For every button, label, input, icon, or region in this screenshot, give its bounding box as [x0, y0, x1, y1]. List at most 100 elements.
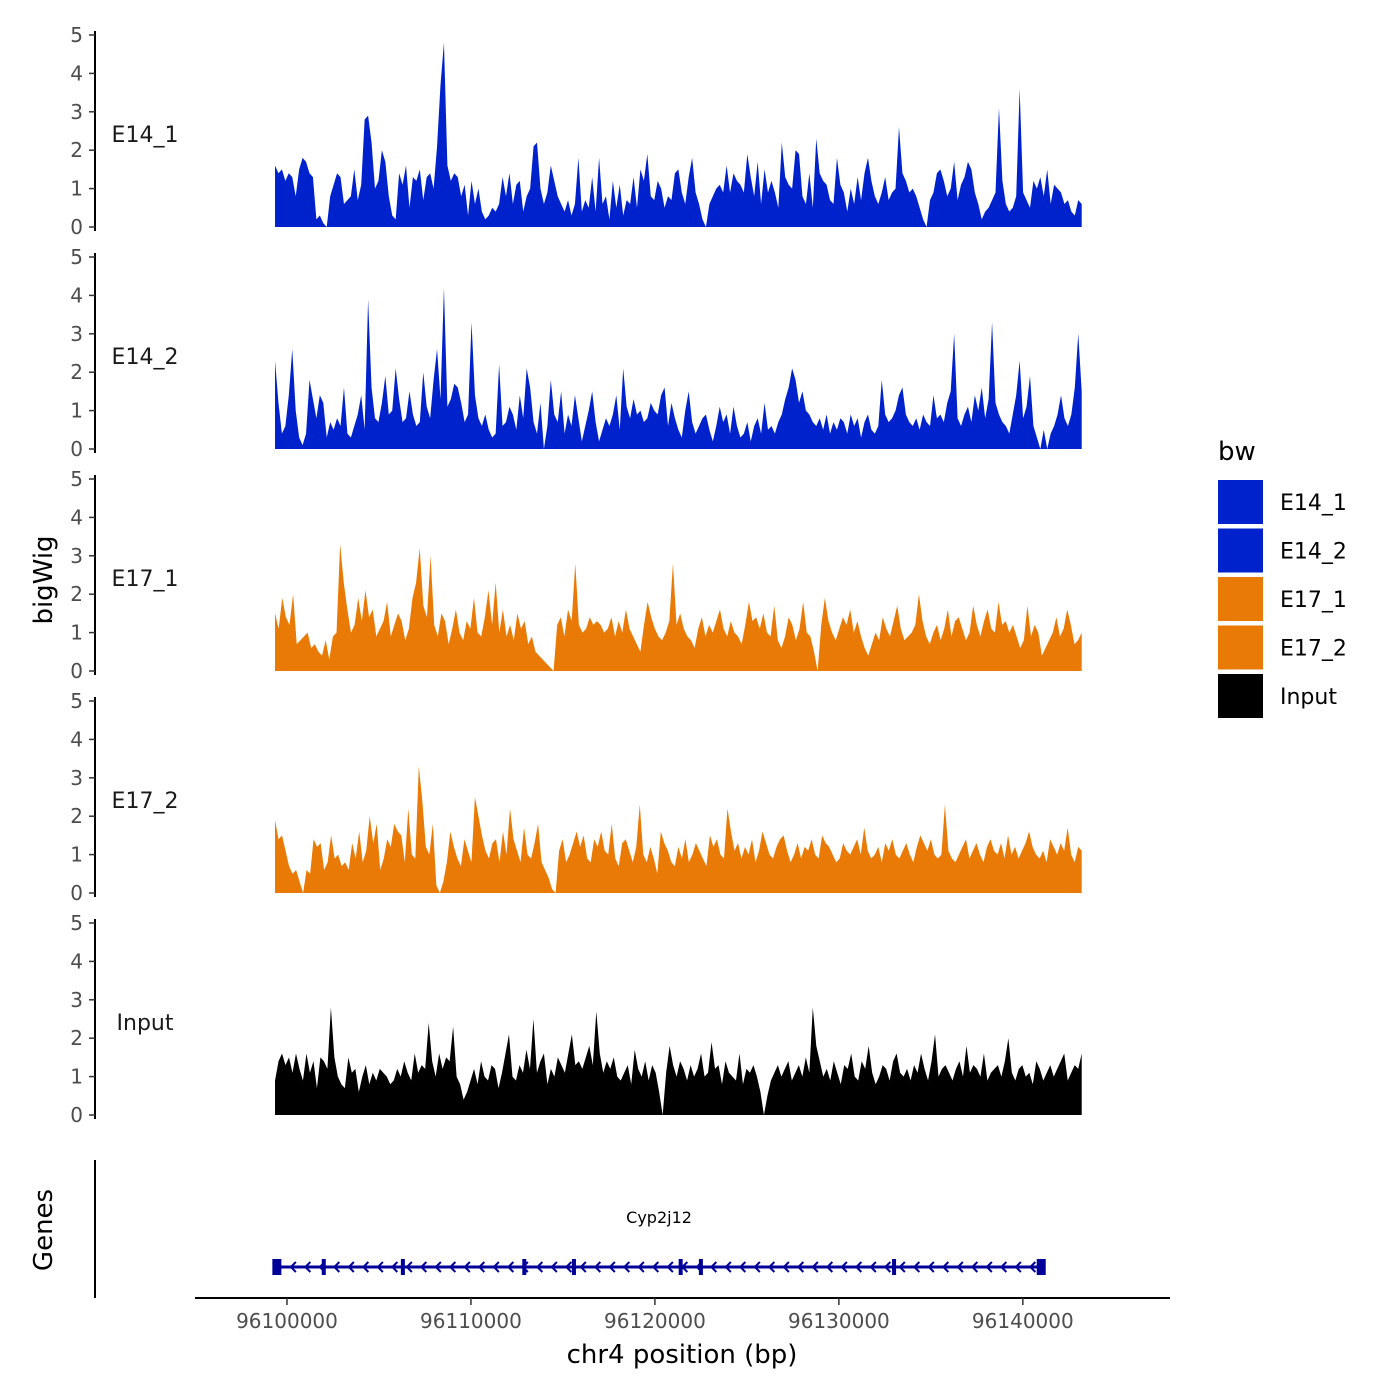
legend-swatch-E17_1	[1218, 577, 1263, 621]
strand-arrow	[840, 1261, 848, 1273]
track-label: E17_1	[112, 567, 179, 592]
strand-arrow	[724, 1261, 732, 1273]
y-tick-label: 3	[70, 544, 83, 568]
y-tick-label: 1	[70, 1065, 83, 1089]
track-E17_1: 0 1 2 3 4 5 E17_1	[70, 467, 1082, 683]
exon	[272, 1259, 282, 1275]
strand-arrow	[622, 1261, 631, 1273]
strand-arrow	[854, 1261, 863, 1273]
strand-arrow	[651, 1261, 660, 1273]
legend-label: E17_2	[1280, 637, 1347, 662]
y-tick-label: 5	[70, 23, 83, 47]
y-tick-label: 4	[70, 505, 83, 529]
track-E14_1: 0 1 2 3 4 5 E14_1	[70, 23, 1082, 239]
y-tick-label: 3	[70, 100, 83, 124]
strand-arrow	[811, 1261, 819, 1273]
strand-arrow	[825, 1261, 834, 1273]
legend-swatch-Input	[1218, 674, 1263, 718]
y-tick-label: 3	[70, 322, 83, 346]
legend-swatch-E17_2	[1218, 625, 1263, 670]
y-tick-label: 2	[70, 582, 83, 606]
y-tick-label: 3	[70, 988, 83, 1012]
x-axis-title: chr4 position (bp)	[567, 1340, 798, 1370]
strand-arrow	[782, 1261, 790, 1273]
strand-arrow	[927, 1261, 935, 1273]
legend-label: Input	[1280, 685, 1337, 710]
strand-arrow	[289, 1261, 297, 1273]
strand-arrow	[390, 1261, 399, 1273]
strand-arrow	[347, 1261, 355, 1273]
strand-arrow	[869, 1261, 877, 1273]
track-Input: 0 1 2 3 4 5 Input	[70, 911, 1082, 1127]
track-label: E17_2	[112, 789, 179, 814]
strand-arrow	[753, 1261, 761, 1273]
legend: bw E14_1 E14_2 E17_1 E17_2 Input	[1218, 437, 1347, 718]
y-tick-label: 2	[70, 804, 83, 828]
legend-label: E17_1	[1280, 588, 1347, 613]
legend-swatch-E14_2	[1218, 528, 1263, 573]
track-label: E14_2	[112, 345, 179, 370]
legend-swatch-E14_1	[1218, 480, 1263, 524]
y-tick-label: 0	[70, 881, 83, 905]
strand-arrow	[405, 1261, 413, 1273]
exon	[321, 1259, 326, 1275]
strand-arrow	[376, 1261, 384, 1273]
signal-tracks: 0 1 2 3 4 5 E14_1 0 1 2 3 4 5 E14_2 0 1 2 3 4 5 E17_1 0 1 2 3 4 5 E…	[70, 23, 1082, 1127]
strand-arrow	[608, 1261, 616, 1273]
exon	[522, 1259, 527, 1275]
track-E17_2: 0 1 2 3 4 5 E17_2	[70, 689, 1082, 905]
strand-arrow	[1014, 1261, 1022, 1273]
y-tick-label: 5	[70, 467, 83, 491]
x-tick-label: 96110000	[420, 1309, 522, 1333]
strand-arrow	[492, 1261, 500, 1273]
x-tick-label: 96140000	[972, 1309, 1074, 1333]
genes-track: Cyp2j12	[94, 1160, 1046, 1298]
strand-arrow	[941, 1261, 950, 1273]
y-tick-label: 0	[70, 1103, 83, 1127]
signal-area	[275, 1007, 1082, 1115]
x-tick-label: 96100000	[236, 1309, 338, 1333]
legend-title: bw	[1218, 437, 1256, 467]
strand-arrow	[303, 1261, 312, 1273]
exon	[1036, 1259, 1046, 1275]
strand-arrow	[738, 1261, 747, 1273]
strand-arrow	[898, 1261, 906, 1273]
y-tick-label: 0	[70, 437, 83, 461]
strand-arrow	[1028, 1261, 1037, 1273]
strand-arrow	[970, 1261, 979, 1273]
y-tick-label: 2	[70, 1026, 83, 1050]
track-label: E14_1	[112, 123, 179, 148]
y-tick-label: 1	[70, 177, 83, 201]
exon	[400, 1259, 405, 1275]
y-tick-label: 3	[70, 766, 83, 790]
y-tick-label: 2	[70, 138, 83, 162]
y-tick-label: 4	[70, 727, 83, 751]
legend-label: E14_1	[1280, 491, 1347, 516]
legend-label: E14_2	[1280, 540, 1347, 565]
exon	[698, 1259, 703, 1275]
strand-arrow	[767, 1261, 776, 1273]
y-tick-label: 1	[70, 621, 83, 645]
exon	[571, 1259, 576, 1275]
strand-arrow	[709, 1261, 718, 1273]
strand-arrow	[448, 1261, 457, 1273]
strand-arrow	[332, 1261, 341, 1273]
y-tick-label: 5	[70, 911, 83, 935]
strand-arrow	[956, 1261, 964, 1273]
signal-area	[275, 287, 1082, 449]
strand-arrow	[477, 1261, 486, 1273]
y-tick-label: 5	[70, 689, 83, 713]
strand-arrow	[999, 1261, 1008, 1273]
x-tick-label: 96130000	[788, 1309, 890, 1333]
signal-area	[275, 42, 1082, 228]
strand-arrow	[666, 1261, 674, 1273]
strand-arrow	[985, 1261, 993, 1273]
track-E14_2: 0 1 2 3 4 5 E14_2	[70, 245, 1082, 461]
genes-axis-title: Genes	[29, 1189, 59, 1271]
y-tick-label: 2	[70, 360, 83, 384]
strand-arrow	[796, 1261, 805, 1273]
exon	[892, 1259, 897, 1275]
gene-label: Cyp2j12	[626, 1208, 692, 1227]
strand-arrow	[361, 1261, 370, 1273]
